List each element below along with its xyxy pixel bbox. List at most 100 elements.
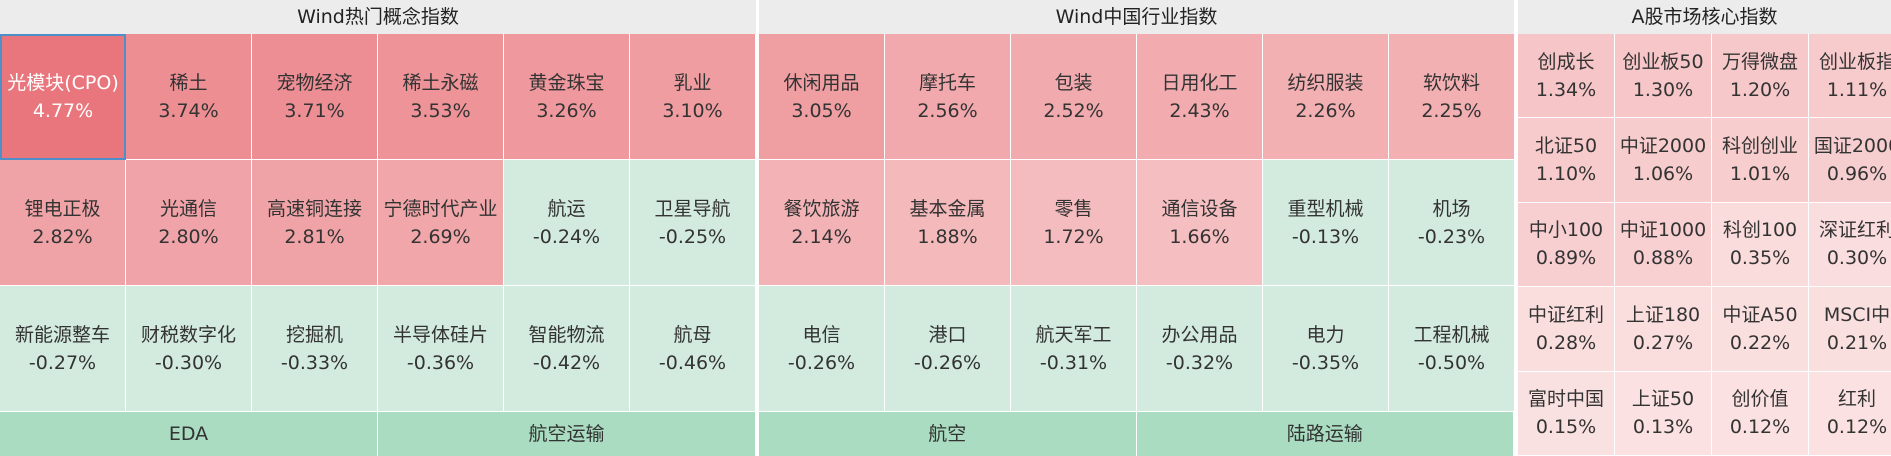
group-label[interactable]: 航空 [759,412,1137,456]
tile[interactable]: 上证50 0.13% [1615,371,1712,456]
tile[interactable]: MSCI中 0.21% [1809,287,1891,372]
tile-label: 休闲用品 [783,71,860,94]
tile[interactable]: 宁德时代产业 2.69% [378,160,504,286]
tile[interactable]: 宠物经济 3.71% [252,34,378,160]
tile-value: 1.06% [1632,163,1694,186]
tile[interactable]: 稀土永磁 3.53% [378,34,504,160]
tile[interactable]: 电力 -0.35% [1263,286,1389,412]
tile[interactable]: 休闲用品 3.05% [759,34,885,160]
tile[interactable]: 乳业 3.10% [630,34,756,160]
tile-value: -0.26% [787,351,856,374]
tile-label: 半导体硅片 [392,323,488,346]
tile-value: -0.25% [658,225,727,248]
tile[interactable]: 科创创业 1.01% [1712,118,1809,203]
tile[interactable]: 黄金珠宝 3.26% [504,34,630,160]
tile[interactable]: 财税数字化 -0.30% [126,286,252,412]
tile[interactable]: 航母 -0.46% [630,286,756,412]
tile-value: 3.71% [284,99,345,122]
tile[interactable]: 创业板指 1.11% [1809,34,1891,119]
tile[interactable]: 中证2000 1.06% [1615,118,1712,203]
tile[interactable]: 红利 0.12% [1809,371,1891,456]
tile[interactable]: 富时中国 0.15% [1518,371,1615,456]
tile[interactable]: 机场 -0.23% [1389,160,1514,286]
tile[interactable]: 包装 2.52% [1011,34,1137,160]
tile[interactable]: 高速铜连接 2.81% [252,160,378,286]
tile[interactable]: 创成长 1.34% [1518,34,1615,119]
tile-label: 上证50 [1631,388,1695,411]
tile[interactable]: 创价值 0.12% [1712,371,1809,456]
tile[interactable]: 科创100 0.35% [1712,202,1809,288]
tile-value: -0.24% [532,225,601,248]
tile[interactable]: 稀土 3.74% [126,34,252,160]
tile-value: 1.34% [1535,78,1597,101]
tile-label: MSCI中 [1823,303,1891,326]
tile[interactable]: 航天军工 -0.31% [1011,286,1137,412]
panel-title: Wind热门概念指数 [0,0,756,34]
tile-value: -0.35% [1291,351,1360,374]
tile-label: 深证红利 [1818,219,1891,242]
tile-label: 软饮料 [1422,71,1480,94]
tile[interactable]: 智能物流 -0.42% [504,286,630,412]
tile-label: 创业板指 [1818,50,1891,73]
group-label[interactable]: EDA [0,412,378,456]
tile-label: 红利 [1837,388,1876,411]
tile[interactable]: 基本金属 1.88% [885,160,1011,286]
tile[interactable]: 纺织服装 2.26% [1263,34,1389,160]
tile[interactable]: 中小100 0.89% [1518,202,1615,288]
tile-value: 0.12% [1729,416,1791,439]
tile-value: -0.36% [406,351,475,374]
tile[interactable]: 万得微盘 1.20% [1712,34,1809,119]
tile[interactable]: 中证A50 0.22% [1712,287,1809,372]
tile-value: 0.22% [1729,331,1791,354]
tile-value: 1.11% [1826,78,1888,101]
tile-value: 0.30% [1826,247,1888,270]
tile[interactable]: 工程机械 -0.50% [1389,286,1514,412]
tile[interactable]: 光通信 2.80% [126,160,252,286]
tile-label: 餐饮旅游 [783,197,860,220]
tile[interactable]: 日用化工 2.43% [1137,34,1263,160]
tile[interactable]: 办公用品 -0.32% [1137,286,1263,412]
group-label[interactable]: 陆路运输 [1136,412,1514,456]
tile[interactable]: 创业板50 1.30% [1615,34,1712,119]
tile[interactable]: 挖掘机 -0.33% [252,286,378,412]
tile[interactable]: 电信 -0.26% [759,286,885,412]
tile[interactable]: 上证180 0.27% [1615,287,1712,372]
tile[interactable]: 中证1000 0.88% [1615,202,1712,288]
tile[interactable]: 锂电正极 2.82% [0,160,126,286]
tile[interactable]: 新能源整车 -0.27% [0,286,126,412]
group-label[interactable]: 航空运输 [378,412,756,456]
tile[interactable]: 半导体硅片 -0.36% [378,286,504,412]
tile-value: 2.26% [1295,99,1356,122]
tile-value: -0.31% [1039,351,1108,374]
tile[interactable]: 摩托车 2.56% [885,34,1011,160]
tile[interactable]: 中证红利 0.28% [1518,287,1615,372]
tile-label: 黄金珠宝 [528,71,605,94]
tile[interactable]: 光模块(CPO) 4.77% [0,34,126,160]
tile[interactable]: 通信设备 1.66% [1137,160,1263,286]
tile-value: 1.30% [1632,78,1694,101]
tile-value: 2.52% [1043,99,1104,122]
tile-label: 卫星导航 [654,197,731,220]
tile-label: 零售 [1054,197,1093,220]
tile[interactable]: 航运 -0.24% [504,160,630,286]
tile-label: 稀土 [169,71,208,94]
tile-label: 创业板50 [1622,50,1704,73]
tile[interactable]: 北证50 1.10% [1518,118,1615,203]
tile-label: 高速铜连接 [266,197,362,220]
tile-value: 0.13% [1632,416,1694,439]
tile-value: -0.50% [1417,351,1486,374]
tile[interactable]: 零售 1.72% [1011,160,1137,286]
tile-label: 上证180 [1625,303,1701,326]
tile[interactable]: 卫星导航 -0.25% [630,160,756,286]
tile[interactable]: 软饮料 2.25% [1389,34,1514,160]
tile-label: 中证1000 [1619,219,1707,242]
tile-value: 2.81% [284,225,345,248]
tile[interactable]: 重型机械 -0.13% [1263,160,1389,286]
tile[interactable]: 港口 -0.26% [885,286,1011,412]
tile[interactable]: 餐饮旅游 2.14% [759,160,885,286]
tile-label: 宠物经济 [276,71,353,94]
tile-value: 3.10% [662,99,723,122]
tile[interactable]: 深证红利 0.30% [1809,202,1891,288]
